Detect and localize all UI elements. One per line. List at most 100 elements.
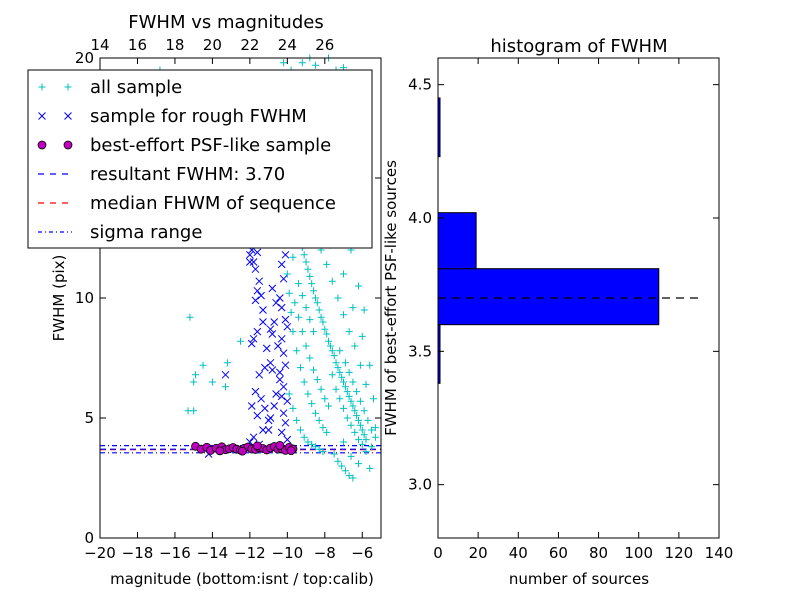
all-sample-point xyxy=(289,404,297,412)
all-sample-point xyxy=(302,258,310,266)
all-sample-point xyxy=(306,272,314,280)
rough-sample-point xyxy=(275,375,284,384)
legend: all sample sample for rough FWHM best-effo… xyxy=(27,69,373,249)
rough-sample-point xyxy=(268,366,277,374)
all-sample-point xyxy=(340,270,348,278)
all-sample-point xyxy=(355,436,363,444)
rough-sample-point xyxy=(260,404,269,413)
rough-sample-point xyxy=(255,370,264,379)
all-sample-point xyxy=(311,409,319,417)
all-sample-point xyxy=(368,426,376,434)
all-sample-point xyxy=(358,440,366,448)
hist-x-tick-label: 80 xyxy=(589,544,608,562)
all-sample-point xyxy=(334,457,342,465)
histogram-plot-area xyxy=(437,97,699,384)
all-sample-point xyxy=(298,328,306,336)
all-sample-point xyxy=(355,282,363,290)
all-sample-point xyxy=(326,342,334,350)
histogram-x-ticks: 0 20 40 60 80 100 120 140 xyxy=(433,58,733,562)
scatter-plot-area xyxy=(100,54,381,482)
scatter-axes-frame xyxy=(99,57,382,539)
all-sample-point xyxy=(366,464,374,472)
all-sample-point xyxy=(311,443,319,451)
all-sample-point xyxy=(283,270,291,278)
rough-sample-point xyxy=(270,318,279,326)
all-sample-point xyxy=(332,359,340,367)
all-sample-point xyxy=(317,313,325,321)
all-sample-point xyxy=(315,306,323,314)
all-sample-point xyxy=(336,395,344,403)
all-sample-point xyxy=(371,433,379,441)
legend-entry: sample for rough FWHM xyxy=(38,106,307,127)
all-sample-point xyxy=(308,400,316,408)
rough-sample-point xyxy=(264,426,273,434)
rough-sample-point xyxy=(274,342,282,350)
all-sample-point xyxy=(304,438,312,446)
rough-sample-point xyxy=(277,428,286,437)
all-sample-point xyxy=(310,287,318,295)
all-sample-point xyxy=(347,421,355,429)
y-tick-label: 20 xyxy=(75,49,94,67)
rough-sample-point xyxy=(247,339,256,348)
all-sample-point xyxy=(328,371,336,379)
histogram-bar xyxy=(437,268,660,326)
x-tick-label: −18 xyxy=(122,544,154,562)
all-sample-point xyxy=(370,395,378,403)
all-sample-point xyxy=(321,325,329,333)
all-sample-point xyxy=(349,304,357,312)
rough-sample-point xyxy=(259,318,267,326)
all-sample-point xyxy=(287,308,295,316)
all-sample-point xyxy=(192,371,200,379)
all-sample-point xyxy=(347,452,355,460)
rough-sample-point xyxy=(259,426,267,434)
scatter-x-label: magnitude (bottom:isnt / top:calib) xyxy=(110,570,374,588)
all-sample-point xyxy=(349,474,357,482)
all-sample-point xyxy=(328,277,336,285)
y-tick-label: 0 xyxy=(84,529,94,547)
top-tick-label: 16 xyxy=(128,36,147,54)
all-sample-point xyxy=(340,311,348,319)
all-sample-point xyxy=(351,342,359,350)
all-sample-point xyxy=(334,294,342,302)
all-sample-point xyxy=(345,472,353,480)
legend-entry: median FHWM of sequence xyxy=(38,193,336,214)
all-sample-point xyxy=(340,404,348,412)
psf-sample-point xyxy=(237,446,247,456)
legend-label: resultant FWHM: 3.70 xyxy=(90,164,285,185)
all-sample-point xyxy=(325,337,333,345)
x-tick-label: −20 xyxy=(84,544,116,562)
all-sample-point xyxy=(353,412,361,420)
all-sample-point xyxy=(330,352,338,360)
all-sample-point xyxy=(315,416,323,424)
all-sample-point xyxy=(355,416,363,424)
all-sample-point xyxy=(289,328,297,336)
legend-label: sample for rough FWHM xyxy=(90,106,307,127)
all-sample-point xyxy=(298,59,306,67)
rough-sample-point xyxy=(275,294,284,302)
all-sample-point xyxy=(364,416,372,424)
all-sample-point xyxy=(328,347,336,355)
rough-sample-point xyxy=(253,411,262,420)
histogram-panel: histogram of FWHM 0 20 40 60 80 100 120 140 3.0… xyxy=(382,36,733,588)
rough-sample-point xyxy=(283,397,292,406)
scatter-title: FWHM vs magnitudes xyxy=(128,12,323,33)
x-tick-label: −16 xyxy=(159,544,191,562)
legend-entry: resultant FWHM: 3.70 xyxy=(38,164,285,185)
all-sample-point xyxy=(360,407,368,415)
legend-circle-marker xyxy=(63,140,73,150)
all-sample-point xyxy=(296,364,304,372)
rough-sample-point xyxy=(253,286,262,295)
rough-sample-point xyxy=(277,260,286,269)
hist-x-tick-label: 0 xyxy=(433,544,443,562)
rough-sample-point xyxy=(283,435,292,444)
all-sample-point xyxy=(340,438,348,446)
series-1 xyxy=(156,54,379,482)
all-sample-point xyxy=(360,431,368,439)
all-sample-point xyxy=(300,433,308,441)
all-sample-point xyxy=(323,260,331,268)
legend-plus-marker xyxy=(64,83,72,91)
all-sample-point xyxy=(355,460,363,468)
all-sample-point xyxy=(280,59,288,67)
rough-sample-point xyxy=(249,334,258,343)
rough-sample-point xyxy=(272,390,280,398)
